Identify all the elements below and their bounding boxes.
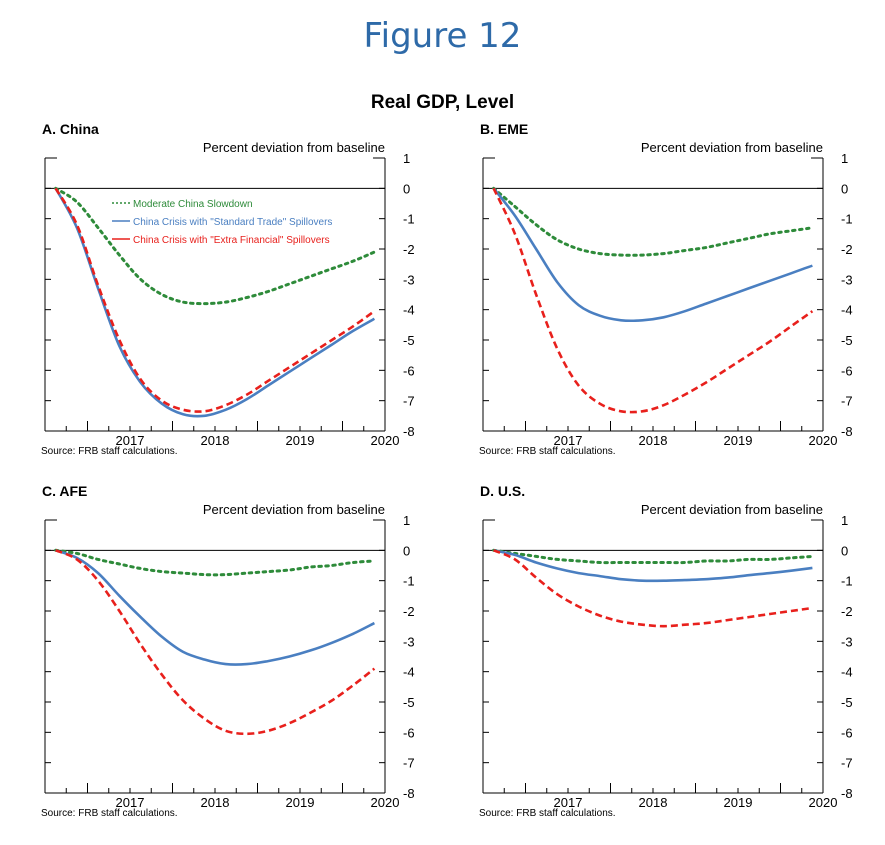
legend-label-extra: China Crisis with "Extra Financial" Spil… bbox=[133, 235, 330, 246]
y-tick-label: 0 bbox=[403, 543, 410, 558]
panel-title: A. China bbox=[42, 121, 99, 137]
y-tick-label: -5 bbox=[403, 695, 415, 710]
y-tick-label: -6 bbox=[403, 363, 415, 378]
y-axis-label: Percent deviation from baseline bbox=[203, 140, 385, 155]
y-tick-label: -4 bbox=[841, 665, 853, 680]
series-line-extra bbox=[492, 187, 814, 414]
y-tick-label: 0 bbox=[841, 181, 848, 196]
x-tick-label: 2018 bbox=[639, 795, 668, 810]
source-note: Source: FRB staff calculations. bbox=[41, 808, 178, 819]
y-tick-label: -8 bbox=[403, 786, 415, 801]
y-tick-label: -2 bbox=[403, 604, 415, 619]
series-line-standard bbox=[54, 187, 376, 418]
x-tick-label: 2019 bbox=[286, 433, 315, 448]
y-tick-label: -8 bbox=[841, 424, 853, 439]
y-tick-label: -7 bbox=[841, 394, 853, 409]
x-tick-label: 2020 bbox=[809, 433, 838, 448]
x-tick-label: 2018 bbox=[201, 433, 230, 448]
source-note: Source: FRB staff calculations. bbox=[479, 808, 616, 819]
panel-china: A. China Percent deviation from baseline 1… bbox=[40, 118, 460, 458]
panel-title: C. AFE bbox=[42, 483, 87, 499]
y-tick-label: -3 bbox=[403, 634, 415, 649]
panel-title: D. U.S. bbox=[480, 483, 525, 499]
y-tick-label: 1 bbox=[403, 151, 410, 166]
series-line-extra bbox=[55, 549, 376, 736]
y-tick-label: -5 bbox=[841, 695, 853, 710]
y-tick-label: -8 bbox=[841, 786, 853, 801]
y-tick-label: -1 bbox=[841, 574, 853, 589]
legend: Moderate China Slowdown China Crisis with… bbox=[112, 199, 332, 246]
chart-eme: B. EME Percent deviation from baseline 1 0 -… bbox=[479, 121, 853, 457]
panel-afe: C. AFE Percent deviation from baseline 1 0 -… bbox=[40, 480, 460, 820]
chart-china: A. China Percent deviation from baseline 1… bbox=[41, 121, 415, 457]
y-tick-label: -4 bbox=[403, 303, 415, 318]
y-tick-label: -2 bbox=[841, 242, 853, 257]
main-title: Real GDP, Level bbox=[370, 92, 515, 113]
y-tick-label: -3 bbox=[403, 272, 415, 287]
y-tick-label: -6 bbox=[841, 725, 853, 740]
chart-us: D. U.S. Percent deviation from baseline 1 0… bbox=[479, 483, 853, 819]
x-tick-label: 2019 bbox=[724, 795, 753, 810]
panel-us: D. U.S. Percent deviation from baseline 1 0… bbox=[478, 480, 885, 820]
y-tick-label: -5 bbox=[403, 333, 415, 348]
y-axis-label: Percent deviation from baseline bbox=[203, 502, 385, 517]
y-tick-label: 1 bbox=[841, 151, 848, 166]
y-tick-label: -5 bbox=[841, 333, 853, 348]
panel-eme: B. EME Percent deviation from baseline 1 0 -… bbox=[478, 118, 885, 458]
y-tick-label: -4 bbox=[403, 665, 415, 680]
y-tick-label: 1 bbox=[403, 513, 410, 528]
x-tick-label: 2017 bbox=[554, 795, 583, 810]
y-tick-label: -1 bbox=[403, 212, 415, 227]
y-tick-label: -8 bbox=[403, 424, 415, 439]
x-tick-label: 2020 bbox=[371, 795, 400, 810]
figure-title: Figure 12 bbox=[363, 16, 522, 56]
x-tick-label: 2017 bbox=[554, 433, 583, 448]
y-tick-label: 0 bbox=[841, 543, 848, 558]
x-tick-label: 2019 bbox=[286, 795, 315, 810]
y-tick-label: -4 bbox=[841, 303, 853, 318]
legend-label-standard: China Crisis with "Standard Trade" Spill… bbox=[133, 217, 332, 228]
series-line-moderate bbox=[54, 186, 376, 306]
y-tick-label: -7 bbox=[403, 394, 415, 409]
x-tick-label: 2020 bbox=[371, 433, 400, 448]
y-tick-label: 0 bbox=[403, 181, 410, 196]
y-axis-label: Percent deviation from baseline bbox=[641, 502, 823, 517]
source-note: Source: FRB staff calculations. bbox=[479, 446, 616, 457]
y-tick-label: -6 bbox=[403, 725, 415, 740]
x-tick-label: 2018 bbox=[201, 795, 230, 810]
chart-afe: C. AFE Percent deviation from baseline 1 0 -… bbox=[41, 483, 415, 819]
panel-title: B. EME bbox=[480, 121, 528, 137]
series-line-standard bbox=[55, 549, 375, 666]
y-tick-label: 1 bbox=[841, 513, 848, 528]
series-line-standard bbox=[492, 187, 813, 323]
series-line-extra bbox=[493, 549, 813, 628]
y-tick-label: -2 bbox=[841, 604, 853, 619]
y-tick-label: -6 bbox=[841, 363, 853, 378]
y-tick-label: -1 bbox=[403, 574, 415, 589]
source-note: Source: FRB staff calculations. bbox=[41, 446, 178, 457]
y-tick-label: -3 bbox=[841, 634, 853, 649]
series-line-extra bbox=[54, 187, 376, 413]
series-line-moderate bbox=[492, 186, 814, 257]
x-tick-label: 2019 bbox=[724, 433, 753, 448]
y-tick-label: -3 bbox=[841, 272, 853, 287]
x-tick-label: 2018 bbox=[639, 433, 668, 448]
y-axis-label: Percent deviation from baseline bbox=[641, 140, 823, 155]
y-tick-label: -7 bbox=[841, 756, 853, 771]
x-tick-label: 2017 bbox=[116, 795, 145, 810]
series-line-moderate bbox=[492, 548, 814, 565]
x-tick-label: 2017 bbox=[116, 433, 145, 448]
y-tick-label: -1 bbox=[841, 212, 853, 227]
x-tick-label: 2020 bbox=[809, 795, 838, 810]
series-line-standard bbox=[493, 549, 813, 583]
y-tick-label: -2 bbox=[403, 242, 415, 257]
series-line-moderate bbox=[54, 548, 376, 577]
y-tick-label: -7 bbox=[403, 756, 415, 771]
legend-label-moderate: Moderate China Slowdown bbox=[133, 199, 253, 210]
